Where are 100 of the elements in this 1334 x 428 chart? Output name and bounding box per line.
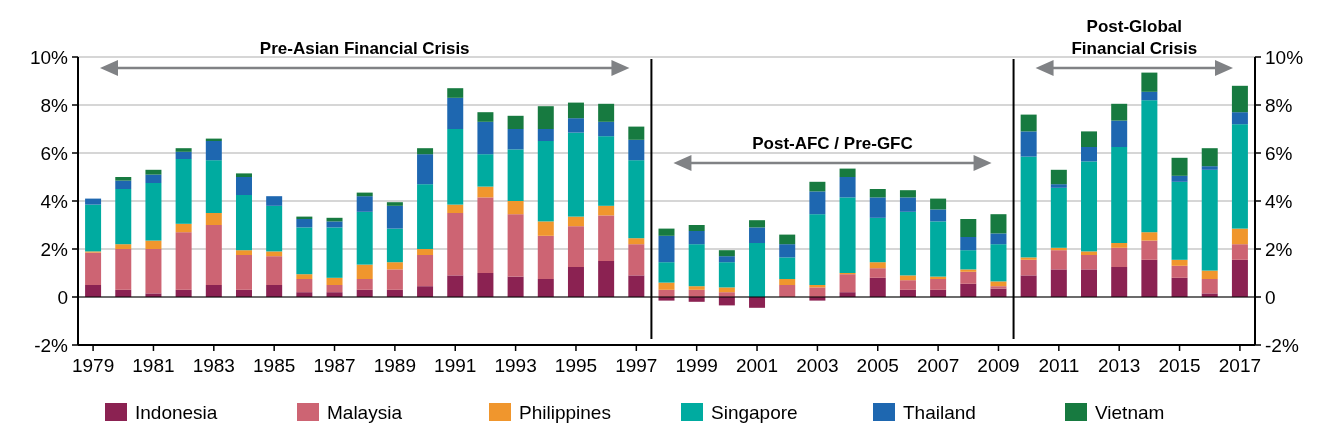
bar [1020, 259, 1037, 276]
bar [386, 269, 403, 290]
bar [658, 282, 675, 290]
bar [296, 274, 313, 279]
bar [266, 256, 283, 285]
bar [688, 286, 705, 290]
bar [869, 268, 886, 278]
bar [598, 136, 615, 206]
bar [205, 141, 222, 161]
bar [477, 121, 494, 155]
bar [960, 271, 977, 284]
bar [839, 197, 856, 273]
bar [1050, 250, 1067, 270]
bar [749, 220, 766, 228]
bar [175, 159, 192, 224]
bar [1171, 259, 1188, 266]
bar [1020, 114, 1037, 132]
bar [386, 262, 403, 270]
x-tick-label: 1991 [434, 355, 477, 376]
bar [567, 267, 584, 297]
bar [356, 279, 373, 290]
x-tick-label: 2005 [856, 355, 899, 376]
legend-label: Philippines [519, 401, 611, 423]
bar [386, 205, 403, 229]
bar [1020, 156, 1037, 258]
bar [1020, 275, 1037, 297]
bar [447, 275, 464, 297]
bar [567, 102, 584, 119]
bar [688, 225, 705, 231]
legend-label: Indonesia [135, 401, 218, 423]
bar [960, 237, 977, 251]
bar [1081, 147, 1098, 162]
bar [477, 273, 494, 297]
bar [779, 244, 796, 258]
bar [1111, 120, 1128, 147]
bar [628, 238, 645, 245]
bar [115, 244, 132, 249]
bar [718, 256, 735, 263]
bar [507, 276, 524, 297]
bar [1050, 169, 1067, 185]
bar [447, 88, 464, 98]
bar [507, 129, 524, 150]
bar [447, 97, 464, 129]
bar [296, 219, 313, 228]
bar [869, 262, 886, 269]
x-tick-label: 2009 [977, 355, 1020, 376]
bar [356, 264, 373, 279]
y2-tick-label: 10% [1265, 46, 1304, 68]
bar [417, 148, 434, 155]
x-tick-label: 2001 [735, 355, 779, 376]
x-tick-label: 1997 [615, 355, 658, 376]
y2-tick-label: -2% [1265, 334, 1299, 356]
bar [567, 226, 584, 267]
bar [749, 227, 766, 243]
bar [417, 249, 434, 255]
bar [1081, 251, 1098, 255]
bar [990, 244, 1007, 282]
bar [477, 154, 494, 187]
y-tick-label: 0 [57, 286, 68, 308]
bar [266, 205, 283, 252]
bar [1201, 166, 1218, 170]
bar [507, 115, 524, 129]
bar [85, 204, 102, 252]
y-tick-label: 8% [40, 94, 69, 116]
bar [960, 250, 977, 270]
bar [1201, 148, 1218, 167]
bar [1111, 103, 1128, 121]
bar [266, 285, 283, 297]
bar [658, 235, 675, 263]
bar [779, 257, 796, 279]
x-tick-label: 2015 [1158, 355, 1201, 376]
bar [85, 198, 102, 205]
bar [1050, 187, 1067, 248]
bar [688, 231, 705, 245]
bar [115, 249, 132, 290]
bar [567, 118, 584, 133]
y-tick-label: 2% [40, 238, 69, 260]
bar [1141, 91, 1158, 101]
bar [990, 214, 1007, 234]
y2-tick-label: 6% [1265, 142, 1293, 164]
bar [1201, 169, 1218, 271]
legend-label: Thailand [903, 401, 976, 423]
x-tick-label: 1985 [253, 355, 296, 376]
bar [809, 191, 826, 215]
bar [930, 221, 947, 277]
bar [598, 205, 615, 216]
bar [1081, 255, 1098, 270]
bar [507, 214, 524, 277]
bar [1050, 184, 1067, 188]
bar [386, 228, 403, 263]
bar [930, 279, 947, 290]
x-tick-label: 2011 [1038, 355, 1080, 376]
legend-label: Malaysia [327, 401, 403, 423]
bar [598, 103, 615, 122]
bar [235, 195, 252, 251]
bar [839, 177, 856, 198]
bar [899, 275, 916, 281]
bar [115, 177, 132, 181]
bar [145, 183, 162, 241]
bar [839, 274, 856, 293]
